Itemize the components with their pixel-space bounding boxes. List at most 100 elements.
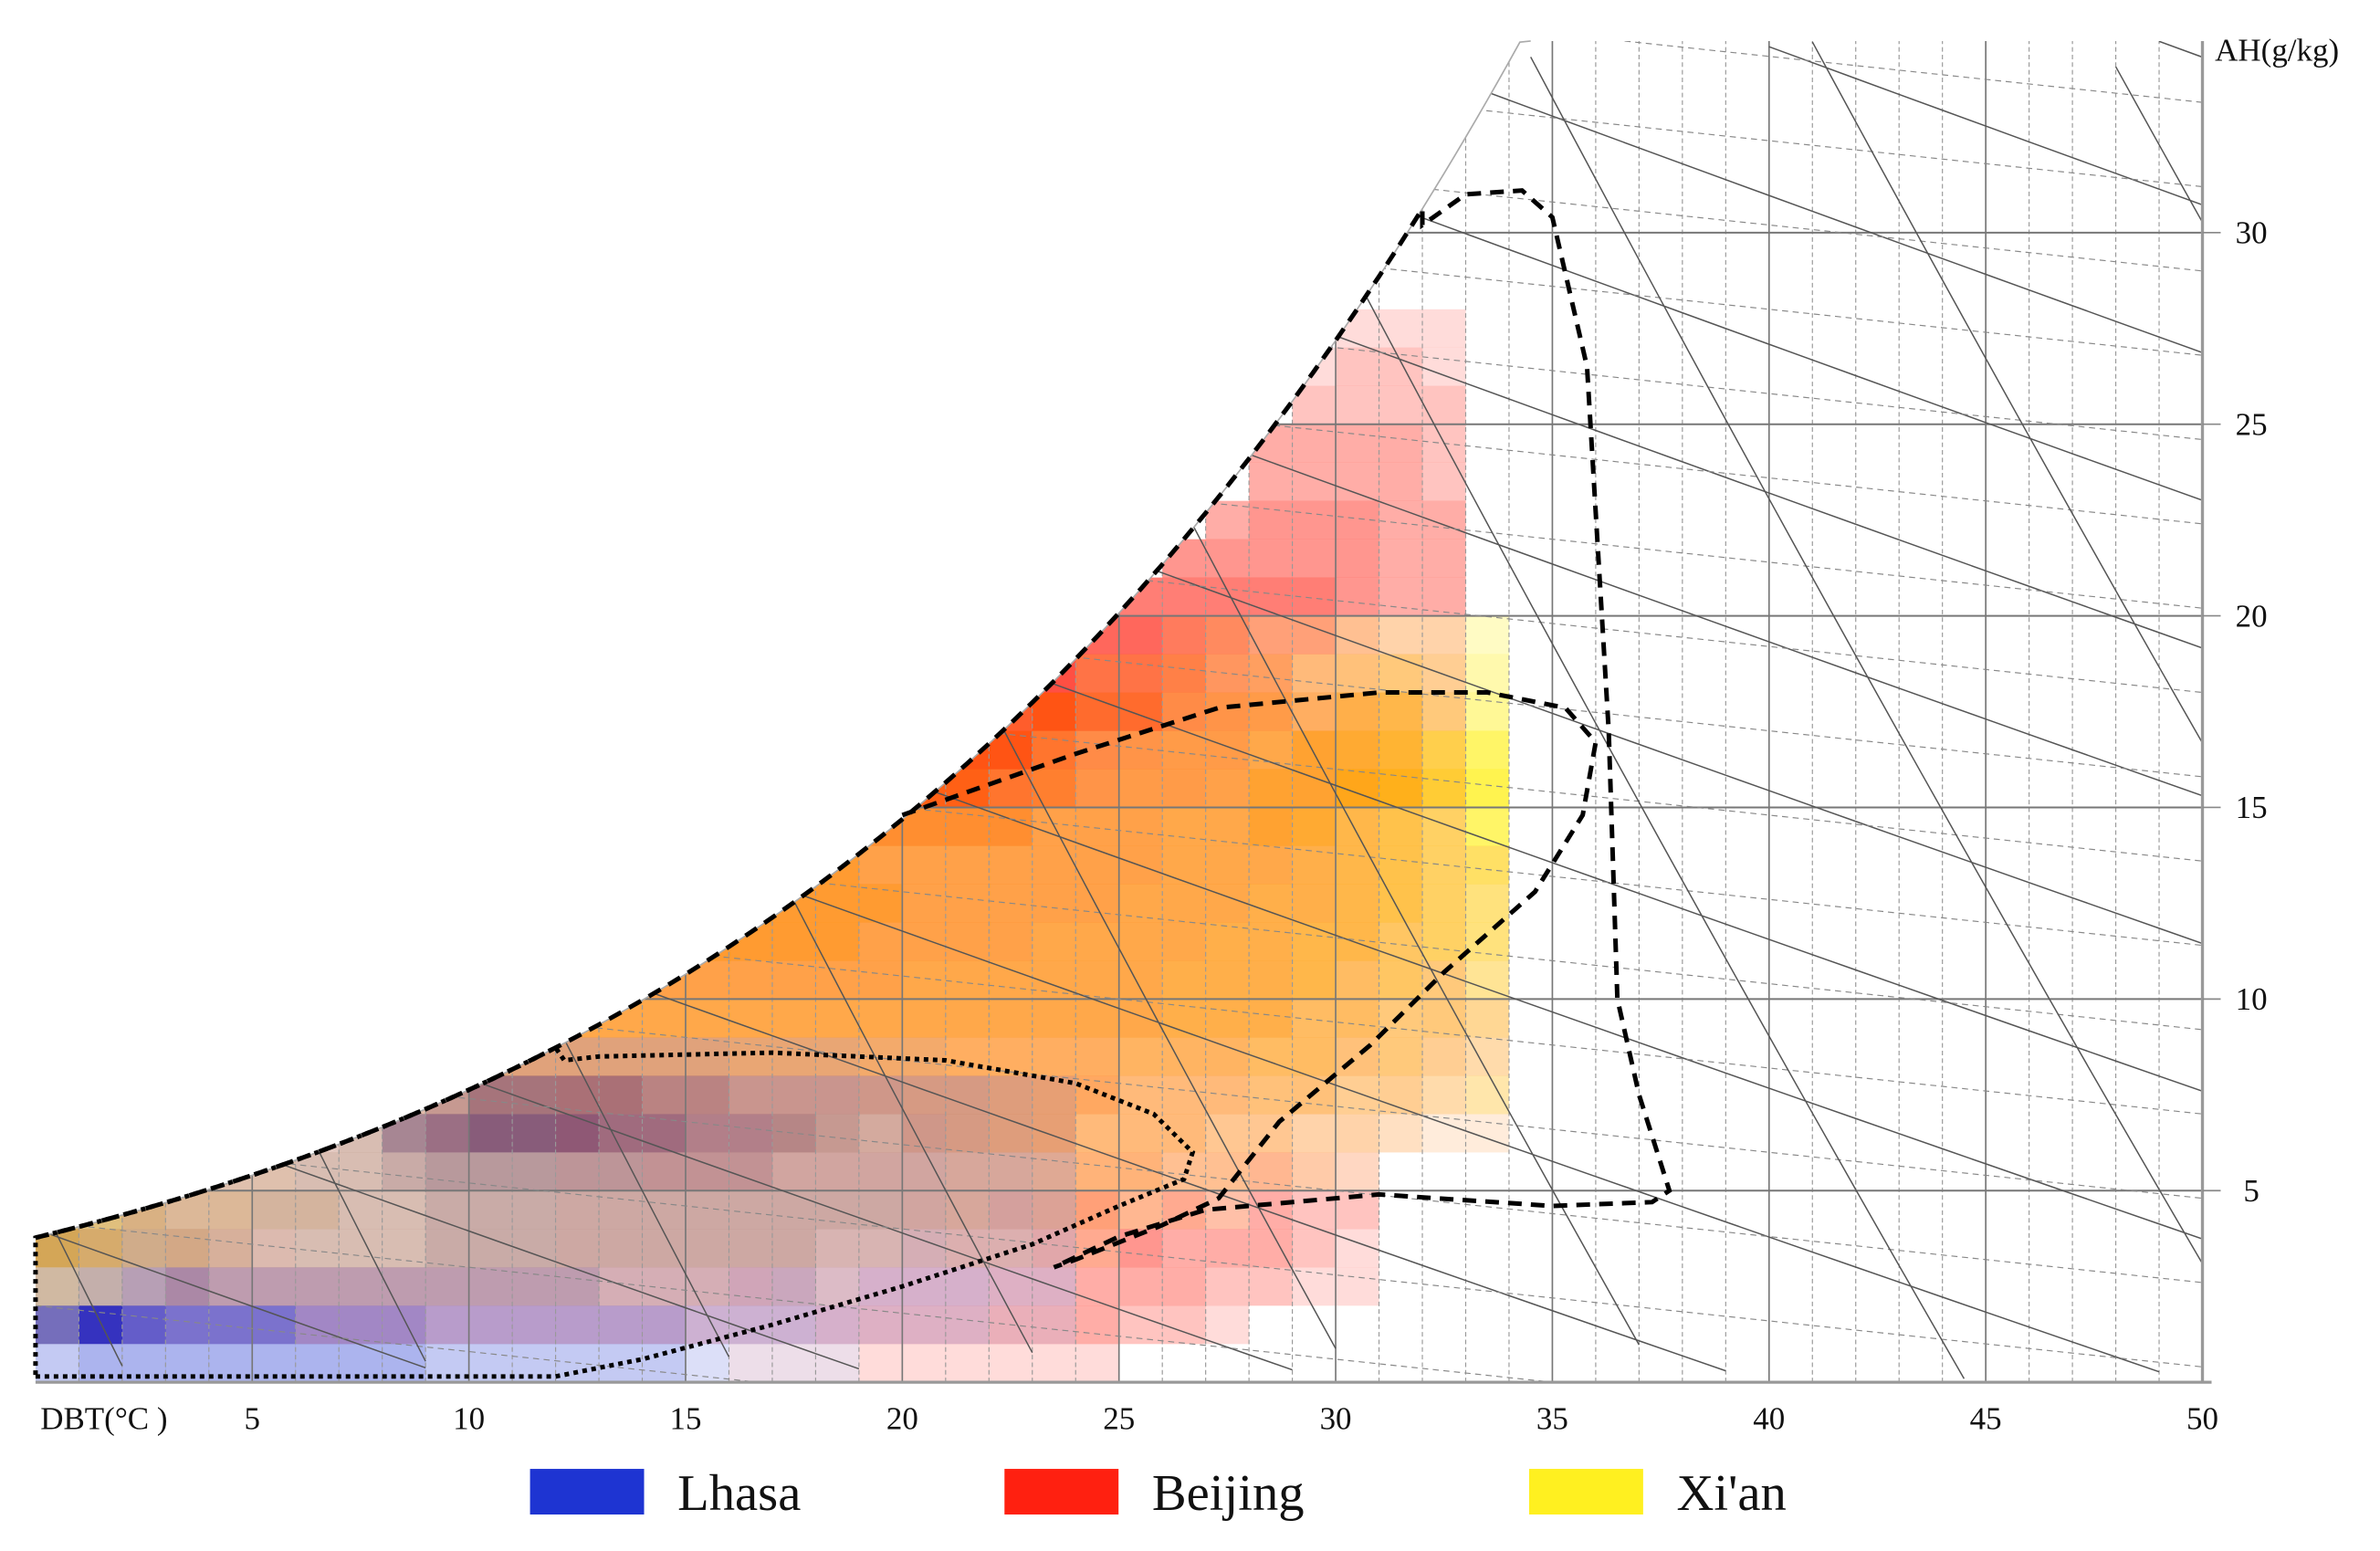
heatmap-cell — [1118, 884, 1163, 923]
heatmap-cell — [1249, 1075, 1293, 1115]
heatmap-cell — [989, 692, 1033, 731]
heatmap-cell — [468, 1190, 513, 1230]
heatmap-cell — [1422, 347, 1466, 386]
heatmap-cell — [1422, 1114, 1466, 1153]
heatmap-cell — [815, 1229, 860, 1268]
heatmap-cell — [902, 1152, 946, 1191]
x-tick-label: 50 — [2186, 1401, 2218, 1437]
heatmap-cell — [1379, 1114, 1423, 1153]
heatmap-cell — [382, 1190, 426, 1230]
heatmap-cell — [729, 1305, 773, 1345]
heatmap-cell — [468, 1229, 513, 1268]
heatmap-cell — [339, 1075, 383, 1115]
heatmap-cell — [902, 1267, 946, 1306]
heatmap-cell — [858, 1190, 903, 1230]
heatmap-cell — [1336, 730, 1379, 770]
heatmap-cell — [252, 1037, 296, 1076]
heatmap-cell — [1032, 999, 1076, 1038]
wet-bulb-line — [35, 209, 2203, 441]
heatmap-cell — [1465, 615, 1510, 655]
heatmap-cell — [771, 807, 816, 846]
heatmap-cell — [1118, 692, 1163, 731]
heatmap-cell — [555, 1152, 600, 1191]
heatmap-cell — [1336, 347, 1379, 386]
heatmap-cell — [945, 1190, 990, 1230]
heatmap-cell — [1205, 539, 1250, 578]
heatmap-cell — [1336, 1114, 1379, 1153]
heatmap-cell — [1162, 1305, 1206, 1345]
heatmap-cell — [1205, 999, 1250, 1038]
heatmap-cell — [1249, 539, 1293, 578]
heatmap-cell — [1465, 845, 1510, 885]
heatmap-cell — [1292, 1152, 1337, 1191]
heatmap-cell — [79, 1305, 123, 1345]
heatmap-cell — [685, 1190, 729, 1230]
heatmap-cell — [1292, 1114, 1337, 1153]
heatmap-cell — [945, 999, 990, 1038]
heatmap-cell — [945, 1344, 990, 1383]
heatmap-cell — [1032, 1037, 1076, 1076]
heatmap-cell — [815, 960, 860, 1000]
heatmap-cell — [1379, 807, 1423, 846]
heatmap-cell — [382, 1152, 426, 1191]
specific-volume-line — [2114, 66, 2203, 223]
heatmap-cell — [1162, 960, 1206, 1000]
heatmap-cell — [382, 1037, 426, 1076]
heatmap-cell — [252, 1267, 296, 1306]
heatmap-cell — [599, 960, 643, 1000]
heatmap-cell — [1162, 615, 1206, 655]
heatmap-cell — [1205, 884, 1250, 923]
heatmap-cell — [1336, 1037, 1379, 1076]
heatmap-cell — [1118, 769, 1163, 808]
heatmap-cell — [642, 884, 687, 923]
legend: Lhasa Beijing Xi'an — [529, 1465, 1787, 1522]
x-axis-label: DBT(°C ) — [40, 1401, 167, 1437]
heatmap-cell — [1032, 1305, 1076, 1345]
heatmap-cell — [1162, 884, 1206, 923]
heatmap-cell — [1292, 845, 1337, 885]
heatmap-cell — [1075, 1305, 1119, 1345]
heatmap-cell — [989, 922, 1033, 961]
heatmap-cell — [1379, 845, 1423, 885]
heatmap-cell — [1336, 884, 1379, 923]
heatmap-cell — [1205, 500, 1250, 540]
heatmap-cell — [1249, 692, 1293, 731]
heatmap-cell — [771, 1075, 816, 1115]
heatmap-cell — [468, 1305, 513, 1345]
heatmap-cell — [1292, 884, 1337, 923]
heatmap-cell — [1205, 807, 1250, 846]
heatmap-cell — [1465, 884, 1510, 923]
heatmap-cell — [771, 999, 816, 1038]
heatmap-cell — [512, 884, 556, 923]
heatmap-cell — [1205, 922, 1250, 961]
heatmap-cell — [1249, 884, 1293, 923]
heatmap-cell — [208, 1190, 253, 1230]
x-tick-label: 25 — [1103, 1401, 1135, 1437]
heatmap-cell — [1075, 1037, 1119, 1076]
heatmap-cell — [35, 1267, 79, 1306]
heatmap-cell — [1162, 769, 1206, 808]
heatmap-cell — [1336, 539, 1379, 578]
heatmap-cell — [1118, 1037, 1163, 1076]
heatmap-cell — [902, 922, 946, 961]
heatmap-cell — [1205, 1152, 1250, 1191]
heatmap-cell — [685, 1114, 729, 1153]
heatmap-cell — [425, 1114, 469, 1153]
heatmap-cell — [1205, 1075, 1250, 1115]
heatmap-cell — [685, 884, 729, 923]
heatmap-cell — [989, 1037, 1033, 1076]
heatmap-cell — [555, 1190, 600, 1230]
heatmap-cell — [555, 884, 600, 923]
heatmap-cell — [902, 1344, 946, 1383]
heatmap-cell — [208, 1075, 253, 1115]
wet-bulb-line — [35, 1221, 1553, 1383]
y-tick-label: 15 — [2236, 790, 2268, 825]
heatmap-cell — [1032, 1114, 1076, 1153]
heatmap-cell — [729, 1267, 773, 1306]
heatmap-cell — [771, 1152, 816, 1191]
x-tick-label: 20 — [886, 1401, 918, 1437]
heatmap-cell — [1336, 577, 1379, 616]
heatmap-cell — [685, 1305, 729, 1345]
heatmap-cell — [382, 1229, 426, 1268]
heatmap-cell — [555, 1229, 600, 1268]
